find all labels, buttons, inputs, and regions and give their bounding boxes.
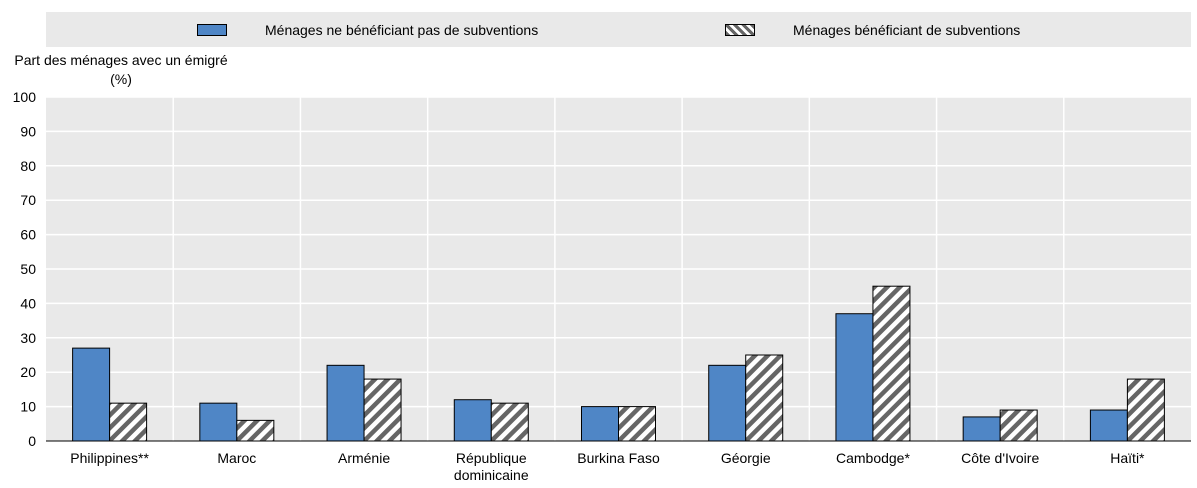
- chart-grid: [46, 96, 1191, 441]
- bar-no-subsidy: [1089, 409, 1128, 442]
- y-tick-label: 10: [20, 399, 36, 415]
- x-tick-label: Cambodge*: [836, 450, 910, 466]
- bar-no-subsidy: [835, 313, 874, 442]
- x-tick-label: Haïti*: [1110, 450, 1145, 466]
- bar-subsidy: [490, 402, 529, 442]
- bar-no-subsidy: [962, 416, 1001, 442]
- legend: Ménages ne bénéficiant pas de subvention…: [46, 12, 1191, 47]
- bar-no-subsidy: [453, 399, 492, 442]
- legend-label-no-subsidy: Ménages ne bénéficiant pas de subvention…: [265, 21, 539, 38]
- x-tick-label: Géorgie: [721, 450, 771, 466]
- bar-no-subsidy: [199, 402, 238, 442]
- bar-no-subsidy: [581, 406, 619, 442]
- bar-subsidy: [1126, 378, 1165, 442]
- chart-bars: [72, 285, 1165, 442]
- bar-subsidy: [999, 409, 1038, 442]
- y-tick-label: 70: [20, 192, 36, 208]
- x-tick-label: Burkina Faso: [577, 450, 660, 466]
- bar-subsidy: [109, 402, 148, 442]
- bar-subsidy: [236, 419, 275, 442]
- bar-no-subsidy: [326, 364, 365, 442]
- y-tick-label: 80: [20, 158, 36, 174]
- y-tick-label: 40: [20, 295, 36, 311]
- legend-swatch-no-subsidy: [197, 23, 227, 36]
- legend-item-subsidy: Ménages bénéficiant de subventions: [725, 12, 1020, 47]
- chart-labels: 0 10 20 30 40 50 60 70 80 90 100 Philippines** Maroc…: [13, 89, 1145, 483]
- x-tick-label: Maroc: [217, 450, 256, 466]
- bar-subsidy: [363, 378, 402, 442]
- bar-no-subsidy: [708, 364, 747, 442]
- bar-subsidy: [872, 285, 911, 442]
- x-tick-label: Arménie: [338, 450, 390, 466]
- bar-subsidy: [618, 406, 656, 442]
- y-tick-label: 90: [20, 123, 36, 139]
- bar-no-subsidy: [72, 347, 111, 442]
- y-tick-label: 0: [28, 433, 36, 449]
- y-tick-label: 60: [20, 227, 36, 243]
- legend-item-no-subsidy: Ménages ne bénéficiant pas de subvention…: [197, 12, 538, 47]
- x-tick-label: Côte d'Ivoire: [961, 450, 1039, 466]
- bar-subsidy: [745, 354, 784, 442]
- x-tick-label: Philippines**: [70, 450, 149, 466]
- y-tick-label: 20: [20, 364, 36, 380]
- y-axis-label: Part des ménages avec un émigré (%): [14, 52, 228, 87]
- legend-swatch-subsidy: [725, 23, 755, 36]
- x-tick-label: République dominicaine: [454, 450, 529, 483]
- y-tick-label: 30: [20, 330, 36, 346]
- legend-label-subsidy: Ménages bénéficiant de subventions: [793, 21, 1021, 38]
- y-tick-label: 50: [20, 261, 36, 277]
- y-tick-label: 100: [13, 89, 37, 105]
